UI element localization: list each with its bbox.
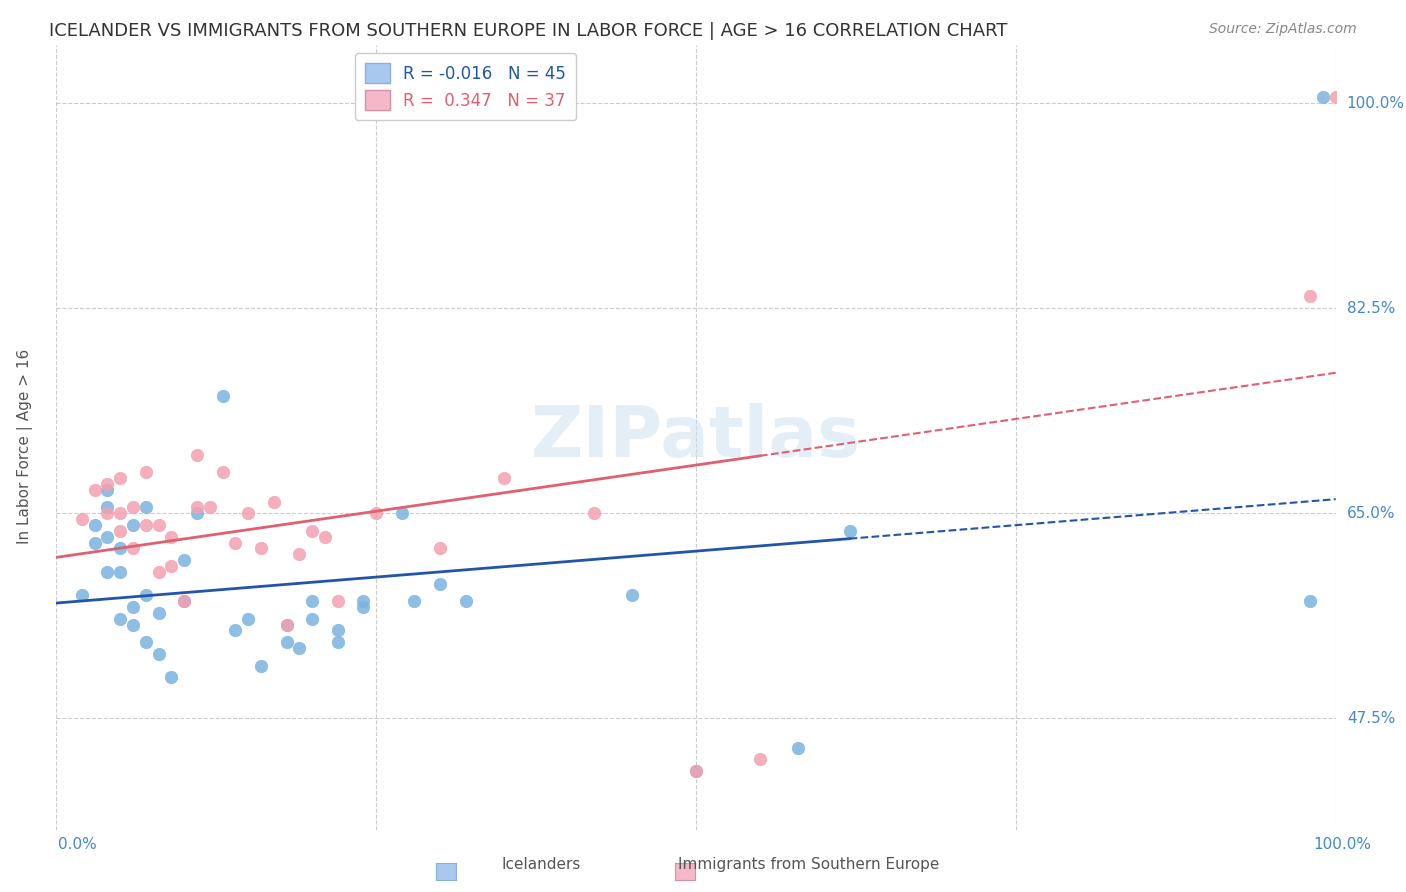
Text: ICELANDER VS IMMIGRANTS FROM SOUTHERN EUROPE IN LABOR FORCE | AGE > 16 CORRELATI: ICELANDER VS IMMIGRANTS FROM SOUTHERN EU… <box>49 22 1008 40</box>
Point <box>83 483 105 497</box>
Point <box>135 465 157 479</box>
Legend: R = -0.016   N = 45, R =  0.347   N = 37: R = -0.016 N = 45, R = 0.347 N = 37 <box>356 53 576 120</box>
Point <box>263 494 285 508</box>
Point <box>429 541 451 556</box>
Point <box>749 752 772 766</box>
Point <box>198 500 221 515</box>
Point <box>366 506 388 520</box>
Point <box>186 500 208 515</box>
Point <box>110 506 132 520</box>
Point <box>135 588 157 602</box>
Point <box>314 530 336 544</box>
Point <box>122 518 145 533</box>
Point <box>135 518 157 533</box>
Point <box>160 670 183 684</box>
Point <box>186 448 208 462</box>
Point <box>288 547 311 561</box>
Point <box>160 530 183 544</box>
Point <box>301 594 323 608</box>
Point <box>236 506 260 520</box>
Point <box>326 624 349 638</box>
Point <box>96 483 118 497</box>
Point <box>110 565 132 579</box>
Point <box>404 594 426 608</box>
Point <box>326 594 349 608</box>
Point <box>621 588 644 602</box>
Point <box>1324 90 1347 104</box>
Text: Source: ZipAtlas.com: Source: ZipAtlas.com <box>1209 22 1357 37</box>
Point <box>685 764 707 778</box>
Point <box>326 635 349 649</box>
Point <box>148 565 170 579</box>
Point <box>135 635 157 649</box>
Point <box>1299 594 1322 608</box>
Point <box>582 506 605 520</box>
Point <box>352 599 374 614</box>
Point <box>301 612 323 626</box>
Point <box>135 500 157 515</box>
Text: 0.0%: 0.0% <box>58 838 97 852</box>
Point <box>70 512 93 526</box>
Point <box>83 518 105 533</box>
Point <box>186 506 208 520</box>
Point <box>250 658 273 673</box>
Point <box>224 624 246 638</box>
Point <box>96 477 118 491</box>
Point <box>122 500 145 515</box>
Point <box>148 518 170 533</box>
Point <box>492 471 515 485</box>
Point <box>110 471 132 485</box>
Point <box>83 535 105 549</box>
Point <box>173 553 195 567</box>
Point <box>454 594 477 608</box>
Point <box>122 541 145 556</box>
Point <box>110 612 132 626</box>
Point <box>838 524 860 538</box>
Text: 65.0%: 65.0% <box>1347 506 1395 521</box>
Point <box>122 599 145 614</box>
Point <box>148 606 170 620</box>
Point <box>110 541 132 556</box>
Point <box>1299 289 1322 303</box>
Text: 47.5%: 47.5% <box>1347 711 1395 726</box>
Text: ZIPatlas: ZIPatlas <box>531 402 860 472</box>
Point <box>391 506 413 520</box>
Point <box>685 764 707 778</box>
Point <box>211 389 233 403</box>
Point <box>301 524 323 538</box>
Point <box>110 524 132 538</box>
Point <box>276 635 298 649</box>
Point <box>96 506 118 520</box>
Point <box>250 541 273 556</box>
Text: In Labor Force | Age > 16: In Labor Force | Age > 16 <box>17 349 34 543</box>
Point <box>122 617 145 632</box>
Point <box>787 740 810 755</box>
Text: 100.0%: 100.0% <box>1347 95 1405 111</box>
Point <box>148 647 170 661</box>
Point <box>1312 90 1334 104</box>
Text: 82.5%: 82.5% <box>1347 301 1395 316</box>
Point <box>288 640 311 655</box>
Point <box>70 588 93 602</box>
Point <box>429 576 451 591</box>
Point <box>96 530 118 544</box>
Point <box>96 565 118 579</box>
Text: Icelanders: Icelanders <box>502 857 581 871</box>
Point <box>352 594 374 608</box>
Text: 100.0%: 100.0% <box>1313 838 1372 852</box>
Point <box>173 594 195 608</box>
Point <box>160 558 183 573</box>
Text: Immigrants from Southern Europe: Immigrants from Southern Europe <box>678 857 939 871</box>
Point <box>211 465 233 479</box>
Point <box>276 617 298 632</box>
Point <box>236 612 260 626</box>
Point <box>224 535 246 549</box>
Point <box>173 594 195 608</box>
Point <box>96 500 118 515</box>
Point <box>276 617 298 632</box>
